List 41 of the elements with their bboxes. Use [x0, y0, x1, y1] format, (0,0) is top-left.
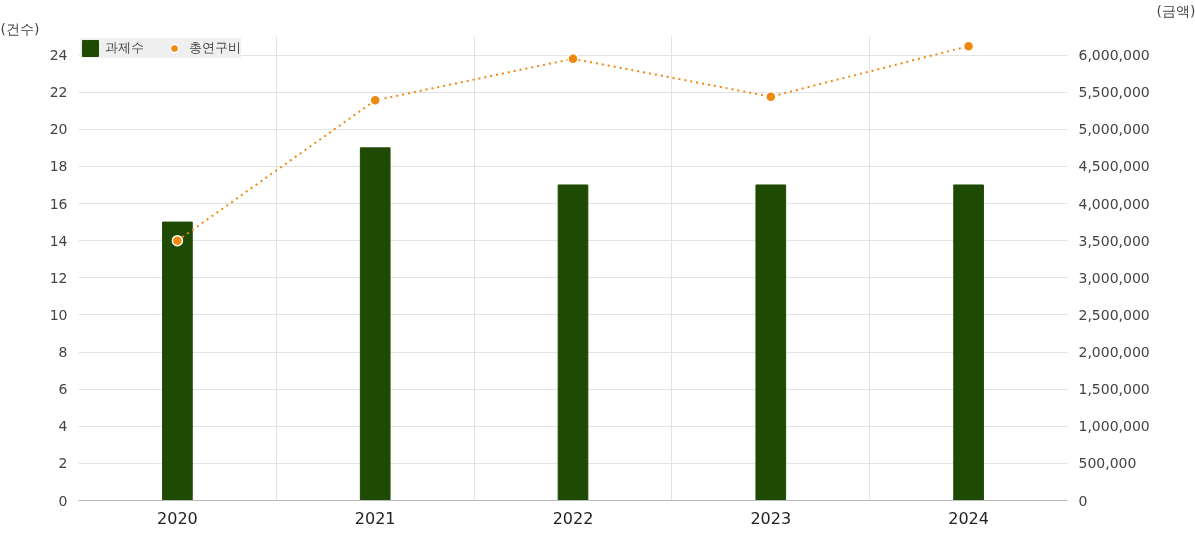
y-axis-title: (건수): [0, 20, 40, 37]
legend-label: 총연구비: [189, 39, 241, 57]
y2-tick-label: 500,000: [1078, 455, 1137, 472]
point: [171, 234, 184, 247]
y-tick-label: 18: [49, 158, 68, 175]
y2-tick-label: 2,500,000: [1078, 306, 1150, 323]
y-tick-label: 12: [49, 269, 68, 286]
y-tick-label: 16: [49, 195, 68, 212]
y-tick-label: 2: [58, 455, 68, 472]
y2-tick-label: 3,000,000: [1078, 269, 1150, 286]
y-tick-label: 14: [49, 232, 68, 249]
y2-tick-label: 4,000,000: [1078, 195, 1150, 212]
y2-tick-label: 3,500,000: [1078, 232, 1150, 249]
y-tick-label: 0: [58, 492, 68, 509]
x-tick-label: 2024: [948, 508, 989, 528]
bar: [359, 147, 391, 501]
y-tick-label: 20: [49, 121, 68, 138]
x-tick-label: 2023: [750, 508, 792, 528]
legend-label: 과제수: [105, 39, 144, 57]
y-tick-label: 22: [49, 84, 68, 101]
x-tick-label: 2020: [157, 508, 198, 528]
y2-tick-label: 1,000,000: [1078, 418, 1150, 435]
y2-axis-title: (금액): [1156, 2, 1195, 19]
x-tick-label: 2022: [552, 508, 594, 528]
bar: [953, 184, 984, 501]
y-tick-label: 6: [58, 381, 68, 398]
y-tick-label: 10: [49, 306, 68, 323]
y-tick-label: 4: [58, 418, 68, 435]
bar: [557, 184, 589, 501]
y-tick-label: 8: [58, 344, 68, 361]
y2-tick-label: 5,500,000: [1078, 84, 1150, 101]
y2-tick-label: 4,500,000: [1078, 158, 1150, 175]
bar: [755, 184, 787, 501]
y2-tick-label: 2,000,000: [1078, 344, 1150, 361]
x-tick-label: 2021: [354, 508, 396, 528]
y2-tick-label: 0: [1078, 492, 1088, 509]
y2-tick-label: 1,500,000: [1078, 381, 1150, 398]
y2-tick-label: 6,000,000: [1078, 47, 1150, 64]
bar: [162, 221, 193, 501]
y2-tick-label: 5,000,000: [1078, 121, 1150, 138]
y-tick-label: 24: [49, 47, 68, 64]
